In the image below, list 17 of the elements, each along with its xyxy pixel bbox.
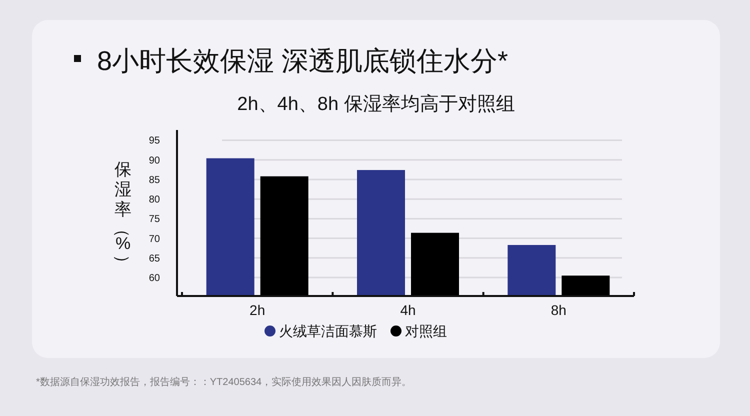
x-tick-label: 4h (400, 302, 416, 318)
text: *数据源自保湿功效报告，报告编号：：YT2405634，实际使用效果因人因肤质而异。 (36, 376, 412, 388)
y-tick-label: 65 (148, 253, 160, 264)
y-tick-label: 60 (148, 273, 160, 284)
y-axis-title: 保湿率（%） (113, 160, 132, 272)
x-tick-label: 8h (550, 302, 566, 318)
y-tick-label: 85 (148, 174, 160, 186)
y-tick-label: 95 (148, 136, 160, 147)
y-tick-label: 70 (148, 234, 160, 245)
y-tick-label: 80 (148, 194, 160, 206)
x-tick-label: 2h (250, 302, 266, 318)
y-tick-label: 75 (148, 214, 160, 226)
y-tick-label: 90 (148, 155, 160, 166)
chart-title: 8小时长效保湿 深透肌底锁住水分* (97, 46, 509, 76)
legend-label: 对照组 (405, 323, 447, 339)
chart-subtitle: 2h、4h、8h 保湿率均高于对照组 (237, 93, 515, 115)
legend-label: 火绒草洁面慕斯 (279, 323, 377, 339)
